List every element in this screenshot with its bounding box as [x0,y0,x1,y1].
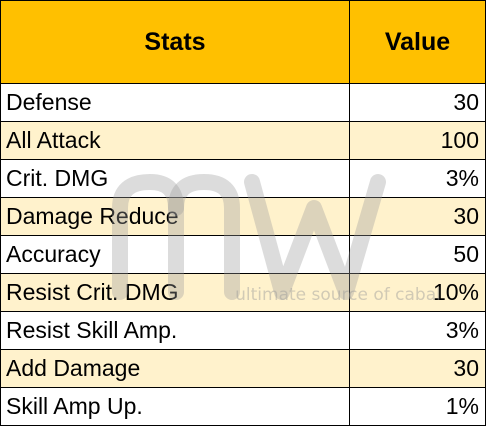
stat-name: Crit. DMG [0,159,350,198]
stat-name: Resist Skill Amp. [0,311,350,350]
header-row: Stats Value [0,0,486,84]
table-row: Skill Amp Up. 1% [0,387,486,426]
stat-name: Skill Amp Up. [0,387,350,426]
table-row: Resist Crit. DMG 10% [0,273,486,312]
table-row: Add Damage 30 [0,349,486,388]
stat-value: 30 [349,349,486,388]
table-row: Damage Reduce 30 [0,197,486,236]
stat-value: 30 [349,83,486,122]
stat-name: Add Damage [0,349,350,388]
stat-name: Defense [0,83,350,122]
stat-name: Accuracy [0,235,350,274]
table-row: Resist Skill Amp. 3% [0,311,486,350]
table-row: Accuracy 50 [0,235,486,274]
header-stats: Stats [0,0,350,84]
stat-value: 100 [349,121,486,160]
table-row: Defense 30 [0,83,486,122]
stat-value: 10% [349,273,486,312]
stat-value: 1% [349,387,486,426]
header-value: Value [349,0,486,84]
table-row: Crit. DMG 3% [0,159,486,198]
stat-value: 3% [349,159,486,198]
table-row: All Attack 100 [0,121,486,160]
stat-name: Resist Crit. DMG [0,273,350,312]
stat-name: All Attack [0,121,350,160]
stat-name: Damage Reduce [0,197,350,236]
stat-value: 30 [349,197,486,236]
stat-value: 3% [349,311,486,350]
stat-value: 50 [349,235,486,274]
